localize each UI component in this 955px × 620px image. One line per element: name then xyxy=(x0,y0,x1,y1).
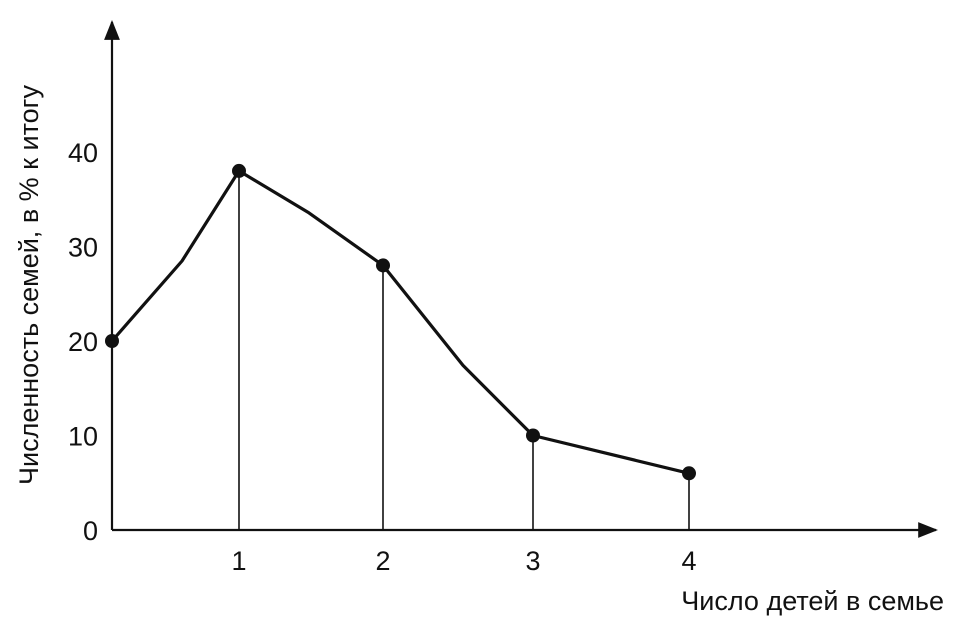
x-tick-labels: 1 2 3 4 xyxy=(231,546,696,576)
x-tick-label-2: 2 xyxy=(375,546,390,576)
drop-lines xyxy=(238,170,690,530)
y-tick-label-40: 40 xyxy=(68,138,98,168)
y-tick-label-30: 30 xyxy=(68,233,98,263)
y-tick-label-0: 0 xyxy=(83,516,98,546)
y-axis-title: Численность семей, в % к итогу xyxy=(14,85,44,485)
series xyxy=(110,169,691,475)
data-point-3 xyxy=(526,428,540,443)
data-point-0 xyxy=(105,334,119,348)
y-tick-label-10: 10 xyxy=(68,422,98,452)
x-tick-label-3: 3 xyxy=(525,546,540,576)
y-tick-label-20: 20 xyxy=(68,327,98,357)
x-axis-title: Число детей в семье xyxy=(681,586,944,616)
x-tick-label-4: 4 xyxy=(681,546,696,576)
x-tick-label-1: 1 xyxy=(231,546,246,576)
series-line xyxy=(110,169,691,475)
data-point-4 xyxy=(682,466,696,481)
y-tick-labels: 0 10 20 30 40 xyxy=(68,138,98,546)
data-point-2 xyxy=(376,258,390,273)
data-points xyxy=(105,163,696,481)
data-point-1 xyxy=(232,163,246,178)
